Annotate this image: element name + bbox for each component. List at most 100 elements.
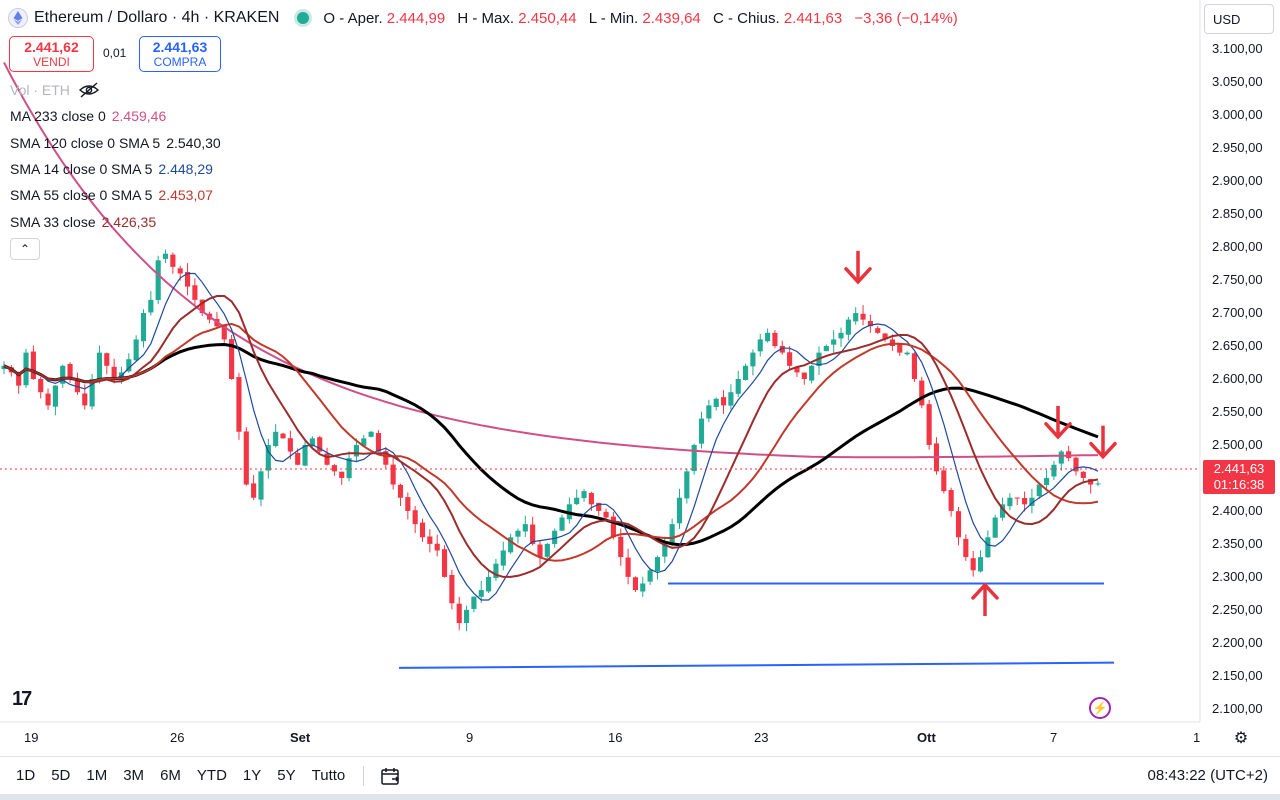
candle-body	[713, 398, 719, 408]
candle-body	[1029, 497, 1035, 506]
sell-price: 2.441,62	[24, 39, 79, 55]
candle-body	[104, 353, 110, 366]
candle-body	[236, 377, 242, 432]
indicator-sma120[interactable]: SMA 120 close 0 SMA 5 2.540,30	[10, 135, 221, 151]
candle-body	[162, 253, 169, 259]
candle-body	[317, 437, 323, 452]
footer-strip	[0, 794, 1280, 800]
candle-body	[1095, 483, 1101, 485]
candle-body	[463, 609, 470, 624]
arrow-down-icon	[844, 250, 872, 285]
price-scale-label: 2.800,00	[1212, 239, 1263, 255]
candle-body	[346, 458, 352, 479]
range-1y[interactable]: 1Y	[242, 767, 262, 784]
indicator-sma55[interactable]: SMA 55 close 0 SMA 5 2.453,07	[10, 187, 213, 203]
candle-body	[1007, 497, 1013, 507]
price-scale-label: 2.400,00	[1212, 502, 1263, 518]
candle-body	[1058, 451, 1064, 464]
arrow-down-icon	[1089, 425, 1117, 460]
candle-body	[368, 431, 374, 437]
high-label: H - Max.	[457, 9, 515, 27]
buy-price: 2.441,63	[152, 39, 208, 55]
candle-body	[603, 511, 609, 518]
tradingview-logo[interactable]: 17	[12, 688, 32, 710]
range-5d[interactable]: 5D	[51, 767, 71, 784]
candle-body	[640, 583, 646, 592]
time-axis-label: 23	[754, 730, 769, 745]
candle-body	[823, 346, 829, 352]
candle-body	[515, 530, 521, 537]
candle-body	[530, 524, 536, 544]
clock-timezone[interactable]: 08:43:22 (UTC+2)	[1147, 767, 1268, 784]
candle-body	[441, 549, 448, 577]
candle-body	[383, 451, 389, 465]
sma120-line	[3, 342, 1099, 547]
candle-body	[618, 536, 624, 558]
candle-body	[948, 490, 954, 511]
sell-button[interactable]: 2.441,62 VENDI	[9, 36, 94, 72]
range-5y[interactable]: 5Y	[277, 767, 296, 784]
price-scale-label: 2.350,00	[1212, 535, 1263, 551]
candle-body	[537, 544, 543, 558]
candle-body	[280, 433, 286, 439]
indicator-value: 2.448,29	[158, 161, 213, 177]
candle-body	[339, 471, 345, 478]
candle-body	[1073, 457, 1079, 472]
indicator-value: 2.426,35	[101, 214, 157, 230]
indicator-sma14[interactable]: SMA 14 close 0 SMA 5 2.448,29	[10, 161, 213, 177]
eye-hidden-icon[interactable]	[78, 82, 100, 98]
low-value: 2.439,64	[642, 9, 701, 27]
candle-body	[999, 504, 1006, 518]
ohlc-readout: O - Aper. 2.444,99 H - Max. 2.450,44 L -…	[323, 10, 957, 27]
candle-body	[273, 431, 279, 447]
candle-body	[287, 438, 293, 452]
candle-body	[867, 321, 873, 327]
range-1m[interactable]: 1M	[86, 767, 108, 784]
candle-body	[801, 372, 807, 379]
range-6m[interactable]: 6M	[160, 767, 181, 784]
time-axis-label: 16	[608, 730, 623, 745]
range-3m[interactable]: 3M	[123, 767, 145, 784]
candle-body	[985, 537, 991, 558]
candle-body	[265, 444, 271, 471]
candle-body	[963, 538, 969, 558]
indicator-sma33[interactable]: SMA 33 close 2.426,35	[10, 214, 156, 230]
candle-body	[324, 453, 330, 465]
collapse-legend-button[interactable]: ⌃	[10, 238, 40, 260]
candle-body	[720, 397, 727, 406]
lightning-icon[interactable]: ⚡	[1089, 697, 1111, 719]
range-all[interactable]: Tutto	[311, 767, 346, 784]
candle-body	[691, 444, 697, 472]
candle-body	[860, 313, 866, 320]
candle-body	[809, 365, 815, 381]
currency-label: USD	[1213, 11, 1241, 27]
candle-body	[662, 543, 668, 557]
drawings[interactable]	[398, 250, 1117, 669]
candle-body	[698, 418, 705, 444]
candle-body	[926, 404, 932, 445]
candle-body	[970, 558, 976, 571]
candle-body	[148, 299, 154, 313]
candle-body	[258, 471, 264, 500]
symbol-title[interactable]: Ethereum / Dollaro · 4h · KRAKEN	[34, 9, 280, 26]
candle-body	[295, 452, 301, 465]
candle-body	[845, 319, 851, 335]
volume-indicator[interactable]: Vol · ETH	[10, 82, 100, 98]
candle-body	[170, 254, 176, 267]
indicator-ma233[interactable]: MA 233 close 0 2.459,46	[10, 108, 166, 124]
range-1d[interactable]: 1D	[16, 767, 36, 784]
currency-selector[interactable]: USD	[1204, 4, 1274, 34]
candle-body	[1080, 471, 1086, 478]
indicator-label: SMA 120 close 0 SMA 5	[10, 135, 161, 151]
candle-body	[1051, 464, 1057, 477]
candle-body	[581, 491, 587, 499]
date-range-icon[interactable]	[380, 766, 402, 786]
price-scale-label: 2.150,00	[1212, 667, 1263, 683]
chevron-up-icon: ⌃	[19, 242, 31, 256]
candle-body	[632, 577, 639, 591]
buy-button[interactable]: 2.441,63 COMPRA	[139, 36, 221, 72]
gear-icon[interactable]: ⚙	[1233, 730, 1249, 747]
range-ytd[interactable]: YTD	[196, 767, 227, 784]
candle-body	[199, 299, 205, 314]
